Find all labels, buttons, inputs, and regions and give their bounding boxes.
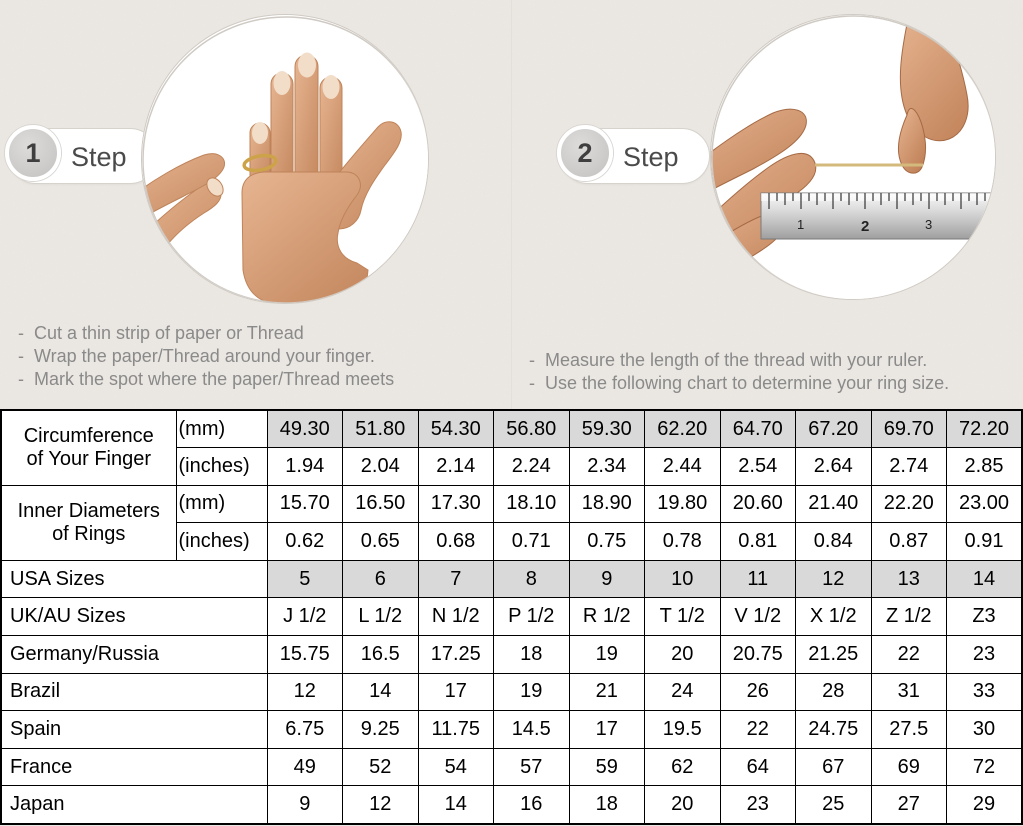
svg-text:1: 1	[797, 217, 804, 232]
svg-text:3: 3	[925, 217, 932, 232]
svg-text:2: 2	[861, 218, 869, 235]
